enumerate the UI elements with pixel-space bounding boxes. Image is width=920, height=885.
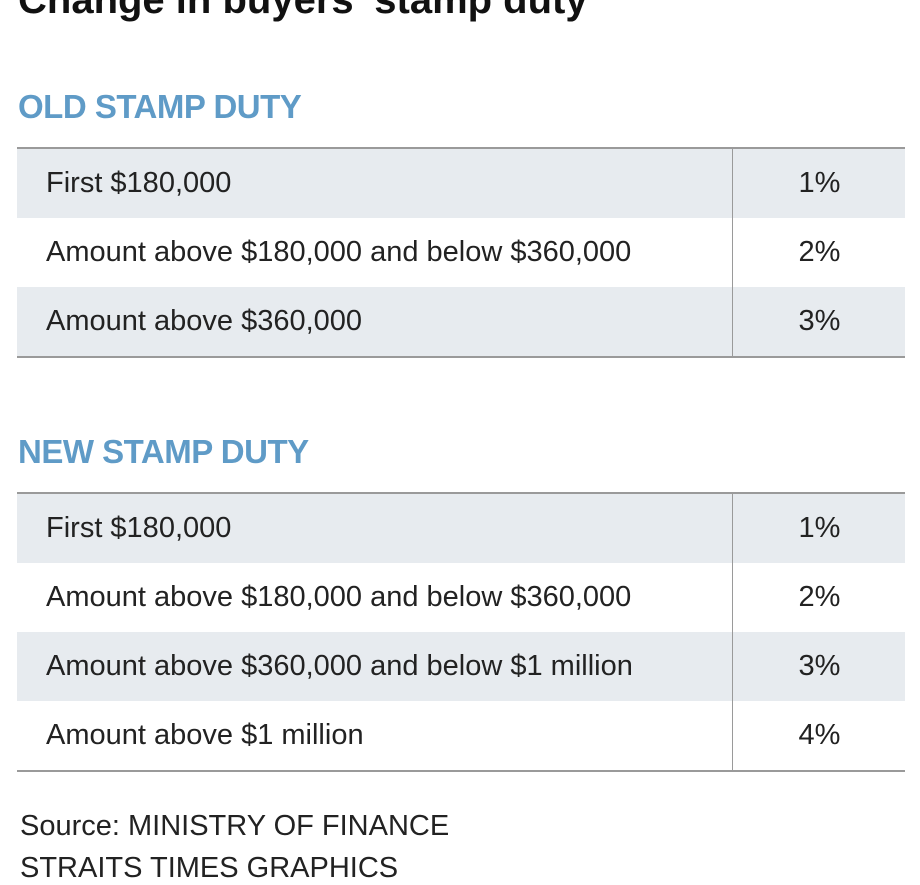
band-cell: Amount above $180,000 and below $360,000: [46, 581, 632, 613]
rate-table: First $180,000 1% Amount above $180,000 an…: [17, 147, 905, 358]
band-cell: Amount above $360,000 and below $1 milli…: [46, 650, 633, 682]
rate-cell: 3%: [732, 632, 906, 701]
section-heading: NEW STAMP DUTY: [18, 433, 309, 470]
source: Source: MINISTRY OF FINANCE: [20, 810, 450, 842]
title: Change in buyers' stamp duty: [18, 0, 588, 22]
table-row: Amount above $360,000 3%: [17, 287, 905, 356]
rate-cell: 1%: [732, 494, 906, 563]
table-row: First $180,000 1%: [17, 149, 905, 218]
table-row: First $180,000 1%: [17, 494, 905, 563]
rate-cell: 4%: [732, 701, 906, 770]
section-heading: OLD STAMP DUTY: [18, 88, 302, 125]
band-cell: First $180,000: [46, 167, 232, 199]
table-row: Amount above $180,000 and below $360,000…: [17, 563, 905, 632]
credit: STRAITS TIMES GRAPHICS: [20, 852, 399, 884]
rate-cell: 2%: [732, 218, 906, 287]
rate-table: First $180,000 1% Amount above $180,000 an…: [17, 492, 905, 772]
band-cell: Amount above $180,000 and below $360,000: [46, 236, 632, 268]
band-cell: First $180,000: [46, 512, 232, 544]
table-row: Amount above $360,000 and below $1 milli…: [17, 632, 905, 701]
rate-cell: 1%: [732, 149, 906, 218]
table-row: Amount above $180,000 and below $360,000…: [17, 218, 905, 287]
band-cell: Amount above $360,000: [46, 305, 363, 337]
rate-cell: 2%: [732, 563, 906, 632]
table-row: Amount above $1 million 4%: [17, 701, 905, 770]
band-cell: Amount above $1 million: [46, 719, 364, 751]
rate-cell: 3%: [732, 287, 906, 356]
